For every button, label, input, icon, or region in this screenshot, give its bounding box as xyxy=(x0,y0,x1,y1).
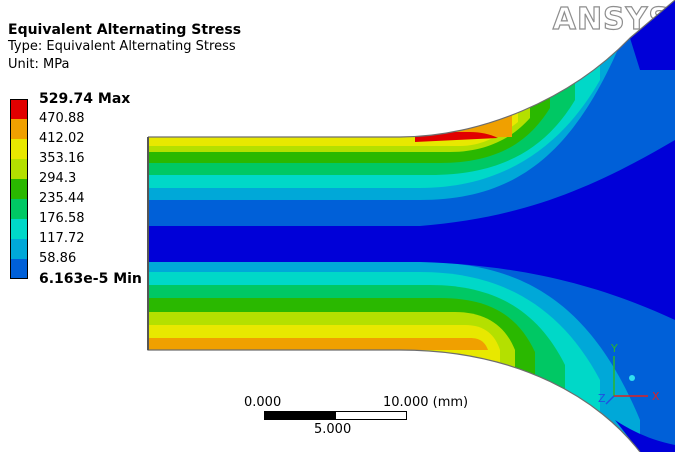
legend-row: 529.74 Max xyxy=(10,91,210,119)
band-dark-blue-wedge xyxy=(420,140,675,320)
legend-row: 294.3 xyxy=(10,171,210,199)
legend-swatch xyxy=(10,119,28,139)
legend-row: 412.02 xyxy=(10,131,210,159)
legend-label: 235.44 xyxy=(39,191,85,206)
legend-swatch xyxy=(10,259,28,279)
scale-bar-black-segment xyxy=(264,411,336,420)
band-dark-blue-bottom-corner xyxy=(615,420,675,452)
scale-end-label: 10.000 (mm) xyxy=(383,395,469,410)
band-orange-bottom xyxy=(148,338,488,350)
legend-label: 470.88 xyxy=(39,111,85,126)
legend-label: 176.58 xyxy=(39,211,85,226)
legend-label-min: 6.163e-5 Min xyxy=(39,271,142,287)
result-title: Equivalent Alternating Stress xyxy=(8,22,242,38)
result-type: Type: Equivalent Alternating Stress xyxy=(8,39,236,54)
legend-row: 470.88 xyxy=(10,111,210,139)
band-dark-blue-center xyxy=(148,226,440,262)
legend-label: 412.02 xyxy=(39,131,85,146)
legend-row: 235.44 xyxy=(10,191,210,219)
scale-mid-label: 5.000 xyxy=(314,422,352,437)
legend-row: 117.72 xyxy=(10,231,210,259)
legend-swatch xyxy=(10,99,28,119)
scale-start-label: 0.000 xyxy=(244,395,282,410)
legend-swatch xyxy=(10,199,28,219)
legend-row: 353.16 xyxy=(10,151,210,179)
legend-label: 58.86 xyxy=(39,251,77,266)
scale-bar-white-segment xyxy=(335,411,407,420)
legend-row: 58.86 xyxy=(10,251,210,279)
legend-swatch xyxy=(10,159,28,179)
legend-swatch xyxy=(10,179,28,199)
legend-label: 529.74 Max xyxy=(39,91,131,107)
band-orange-top xyxy=(148,0,512,137)
legend-row: 176.58 xyxy=(10,211,210,239)
band-dark-blue-top-corner xyxy=(630,0,675,70)
legend-label: 353.16 xyxy=(39,151,85,166)
part-outline xyxy=(147,0,675,452)
legend-label: 294.3 xyxy=(39,171,77,186)
legend-swatch xyxy=(10,139,28,159)
legend-swatch xyxy=(10,239,28,259)
legend-swatch xyxy=(10,219,28,239)
band-yellow-top xyxy=(148,0,518,146)
result-unit: Unit: MPa xyxy=(8,57,70,72)
legend-label: 117.72 xyxy=(39,231,85,246)
